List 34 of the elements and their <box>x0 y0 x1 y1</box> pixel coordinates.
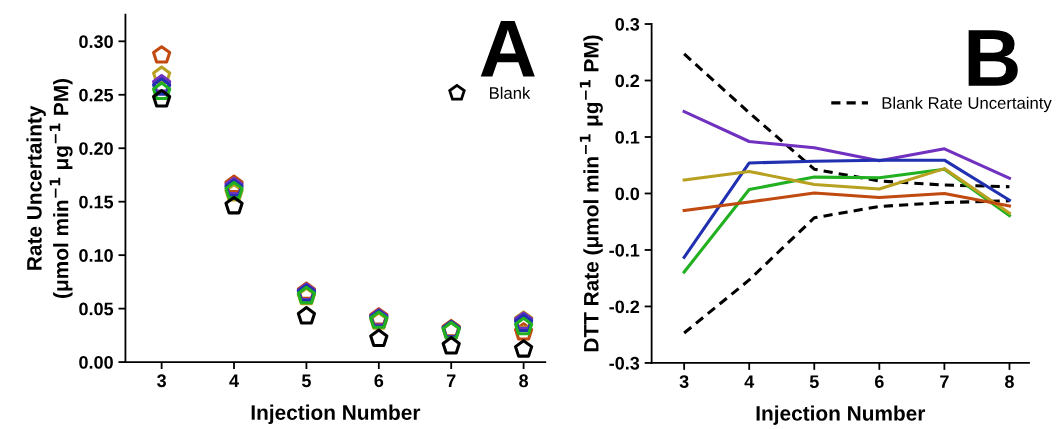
y-tick-label: 0.0 <box>615 187 640 201</box>
x-tick-label: 5 <box>809 375 819 388</box>
x-tick-label: 4 <box>229 374 239 387</box>
x-tick-label: 3 <box>679 375 689 389</box>
y-tick-label: 0.1 <box>615 130 640 144</box>
y-tick-label: 0.25 <box>79 88 114 102</box>
legend-label: Blank <box>490 86 531 99</box>
y-tick-label: 0.05 <box>79 302 114 316</box>
y-tick-label: -0.1 <box>609 243 640 257</box>
y-axis-title: DTT Rate (μmol min$^{−1}$ μg$^{−1}$ PM) <box>579 35 603 352</box>
x-tick-label: 5 <box>301 374 311 388</box>
y-tick-label: 0.30 <box>79 35 113 49</box>
legend-label: Blank Rate Uncertainty <box>882 96 1052 113</box>
y-tick-label: 0.3 <box>615 17 640 31</box>
annotation: B <box>968 30 1018 86</box>
y-tick-label: 0.00 <box>79 356 113 369</box>
y-tick-label: 0.2 <box>615 74 640 88</box>
y-tick-label: 0.20 <box>79 142 113 155</box>
x-axis-title: Injection Number <box>251 404 421 425</box>
x-tick-label: 8 <box>519 374 529 388</box>
x-tick-label: 7 <box>940 375 949 388</box>
x-axis-title: Injection Number <box>756 405 926 425</box>
y-tick-label: -0.3 <box>609 356 640 370</box>
x-tick-label: 6 <box>874 375 884 388</box>
y-tick-label: 0.10 <box>79 249 113 262</box>
x-tick-label: 7 <box>446 374 456 387</box>
annotation: A <box>480 21 535 77</box>
x-tick-label: 3 <box>157 374 166 388</box>
y-tick-label: 0.15 <box>79 195 114 209</box>
y-tick-label: -0.2 <box>609 300 640 314</box>
x-tick-label: 4 <box>744 375 755 388</box>
y-axis-title: Rate Uncertainty (μmol min$^{−1}$ μg$^{−1}$ PM) <box>26 78 73 298</box>
x-tick-label: 8 <box>1005 375 1014 388</box>
x-tick-label: 6 <box>374 374 384 388</box>
